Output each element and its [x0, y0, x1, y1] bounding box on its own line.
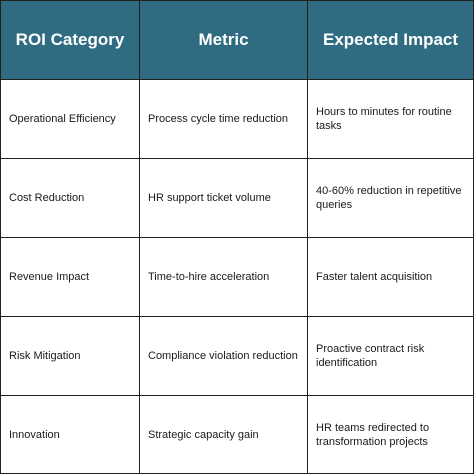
header-roi-category: ROI Category [1, 1, 140, 79]
cell-expected-impact: Proactive contract risk identification [316, 343, 425, 369]
cell-roi-category: Innovation [1, 396, 140, 473]
cell-metric: Process cycle time reduction [140, 80, 308, 158]
cell-roi-category: Operational Efficiency [1, 80, 140, 158]
cell-expected-impact: Hours to minutes for routine tasks [316, 106, 452, 132]
cell-expected-impact: Faster talent acquisition [316, 271, 433, 283]
table-row: Operational Efficiency Process cycle tim… [1, 80, 473, 159]
cell-metric: HR support ticket volume [140, 159, 308, 237]
table-row: Risk Mitigation Compliance violation red… [1, 317, 473, 396]
table-row: Innovation Strategic capacity gain HR te… [1, 396, 473, 473]
cell-expected-impact: 40-60% reduction in repetitive queries [316, 185, 462, 211]
cell-metric: Compliance violation reduction [140, 317, 308, 395]
cell-expected-impact: HR teams redirected to transformation pr… [316, 421, 430, 448]
header-metric: Metric [140, 1, 308, 79]
cell-roi-category: Revenue Impact [1, 238, 140, 316]
table-row: Cost Reduction HR support ticket volume … [1, 159, 473, 238]
cell-metric: Time-to-hire acceleration [140, 238, 308, 316]
cell-metric: Strategic capacity gain [140, 396, 308, 473]
table-row: Revenue Impact Time-to-hire acceleration… [1, 238, 473, 317]
cell-roi-category: Cost Reduction [1, 159, 140, 237]
header-expected-impact: Expected Impact [322, 30, 459, 49]
cell-roi-category: Risk Mitigation [1, 317, 140, 395]
table-header-row: ROI Category Metric Expected Impact [1, 1, 473, 80]
